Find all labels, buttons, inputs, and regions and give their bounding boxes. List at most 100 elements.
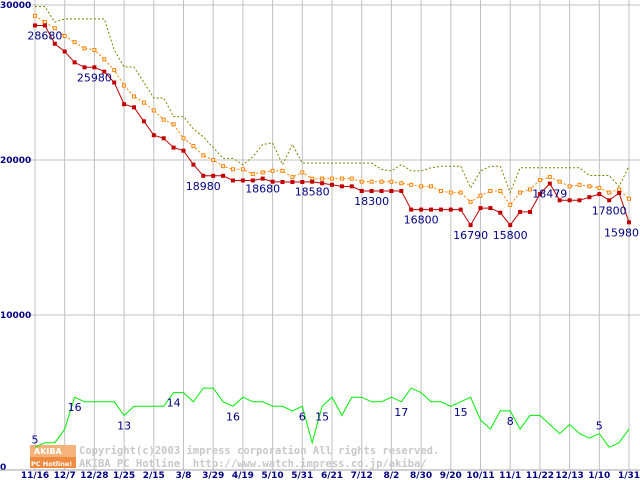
data-point bbox=[181, 136, 186, 141]
data-point bbox=[409, 207, 414, 212]
data-point bbox=[330, 182, 334, 187]
data-point bbox=[369, 179, 374, 184]
data-label: 17 bbox=[394, 406, 408, 419]
x-tick-label: 7/12 bbox=[351, 471, 373, 480]
data-point bbox=[438, 207, 443, 212]
data-point bbox=[270, 179, 275, 184]
data-point bbox=[320, 176, 325, 181]
data-point bbox=[349, 176, 354, 181]
x-tick-label: 12/13 bbox=[555, 471, 583, 480]
data-point bbox=[181, 148, 186, 153]
data-point bbox=[577, 182, 582, 187]
data-point bbox=[92, 65, 97, 70]
data-point bbox=[62, 49, 67, 54]
data-point bbox=[429, 207, 433, 212]
data-point bbox=[102, 69, 107, 74]
data-point bbox=[122, 83, 127, 88]
data-point bbox=[161, 136, 166, 141]
x-tick-label: 2/15 bbox=[143, 471, 165, 480]
data-point bbox=[141, 119, 146, 124]
y-tick-label: 10000 bbox=[0, 311, 31, 321]
data-point bbox=[528, 209, 532, 214]
data-label: 18980 bbox=[186, 180, 221, 193]
data-point bbox=[587, 195, 592, 200]
data-point bbox=[498, 189, 503, 193]
data-point bbox=[557, 179, 562, 184]
data-point bbox=[161, 117, 166, 122]
data-point bbox=[132, 94, 136, 99]
x-tick-label: 9/20 bbox=[440, 471, 462, 480]
x-tick-label: 11/16 bbox=[21, 471, 49, 480]
data-point bbox=[359, 189, 364, 193]
y-tick-label: 20000 bbox=[0, 156, 31, 166]
x-tick-label: 1/25 bbox=[113, 471, 135, 480]
data-label: 18300 bbox=[354, 195, 389, 208]
data-point bbox=[211, 173, 216, 178]
data-point bbox=[567, 184, 572, 189]
data-label: 18479 bbox=[532, 188, 567, 201]
data-point bbox=[171, 122, 176, 127]
x-tick-label: 5/10 bbox=[262, 471, 284, 480]
data-point bbox=[597, 192, 602, 197]
data-point bbox=[448, 207, 453, 212]
data-point bbox=[72, 40, 77, 45]
data-point bbox=[468, 199, 473, 204]
data-label: 5 bbox=[596, 420, 603, 433]
data-label: 5 bbox=[32, 433, 39, 446]
copyright-text: Copyright(c)2003 impress corporation All… bbox=[79, 445, 439, 457]
data-point bbox=[290, 175, 295, 180]
data-point bbox=[547, 175, 552, 180]
data-point bbox=[310, 179, 315, 184]
data-point bbox=[339, 184, 344, 189]
data-label: 13 bbox=[117, 419, 131, 432]
logo-top-text: AKIBA bbox=[34, 447, 62, 456]
data-point bbox=[310, 176, 315, 181]
data-point bbox=[488, 189, 493, 193]
data-label: 15980 bbox=[604, 226, 639, 239]
data-point bbox=[389, 179, 394, 184]
data-point bbox=[240, 178, 245, 183]
data-point bbox=[82, 65, 87, 70]
data-point bbox=[201, 173, 206, 178]
data-point bbox=[132, 105, 136, 110]
data-point bbox=[508, 202, 513, 207]
data-point bbox=[201, 153, 206, 158]
data-point bbox=[508, 223, 513, 228]
data-point bbox=[498, 210, 503, 215]
x-tick-label: 10/11 bbox=[466, 471, 494, 480]
data-point bbox=[191, 144, 196, 149]
data-point bbox=[52, 41, 57, 46]
data-point bbox=[240, 167, 245, 172]
data-point bbox=[518, 209, 523, 214]
data-label: 18680 bbox=[245, 183, 280, 196]
data-point bbox=[250, 171, 255, 176]
data-point bbox=[42, 20, 47, 25]
data-label: 18580 bbox=[295, 186, 330, 199]
y-tick-label: 0 bbox=[0, 463, 6, 473]
x-tick-label: 8/2 bbox=[383, 471, 399, 480]
data-label: 15 bbox=[315, 410, 329, 423]
x-tick-label: 12/28 bbox=[80, 471, 108, 480]
data-point bbox=[102, 57, 107, 62]
data-label: 28680 bbox=[27, 29, 62, 42]
data-point bbox=[409, 182, 414, 187]
data-point bbox=[52, 26, 57, 31]
data-point bbox=[122, 102, 127, 107]
y-tick-label: 30000 bbox=[0, 1, 31, 11]
data-point bbox=[231, 167, 235, 172]
data-point bbox=[587, 184, 592, 189]
data-point bbox=[62, 34, 67, 38]
data-label: 14 bbox=[167, 397, 181, 410]
logo-box-top bbox=[30, 445, 76, 457]
site-url-text: AKIBA PC Hotline! http://www.watch.impre… bbox=[79, 458, 427, 470]
data-point bbox=[438, 189, 443, 193]
data-point bbox=[191, 162, 196, 167]
data-point bbox=[221, 164, 226, 169]
data-point bbox=[478, 193, 483, 198]
data-point bbox=[379, 179, 384, 184]
data-point bbox=[369, 189, 374, 193]
data-point bbox=[72, 60, 77, 65]
data-point bbox=[42, 23, 47, 28]
data-point bbox=[518, 190, 523, 195]
